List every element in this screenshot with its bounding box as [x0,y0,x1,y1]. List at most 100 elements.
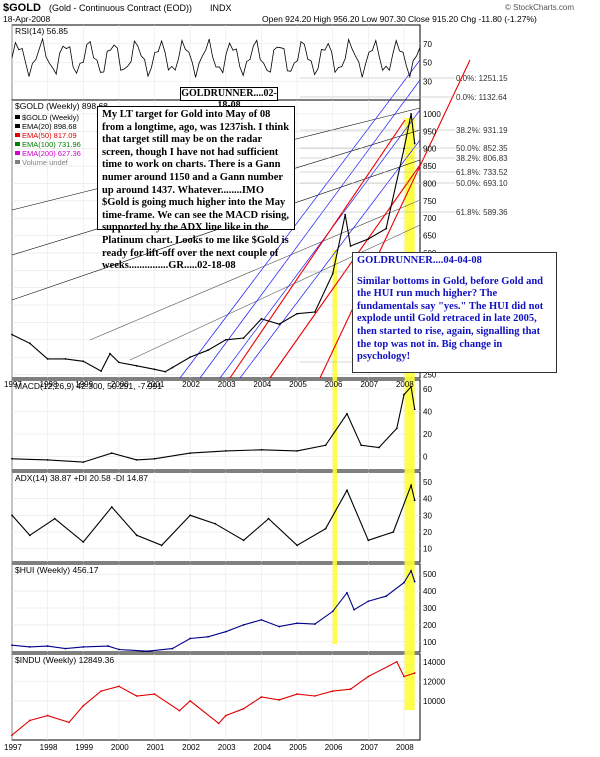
data-point [146,650,149,653]
x-tick-label: 2001 [147,380,165,389]
y-tick-label: 900 [423,145,437,154]
data-point [207,635,209,638]
x-tick-label: 1998 [40,380,58,389]
x-tick-label: 1998 [40,743,58,752]
data-point [392,531,395,533]
data-point [296,449,298,452]
data-point [46,645,49,647]
legend-swatch [15,142,20,146]
data-point [410,569,412,572]
x-tick-label: 2004 [253,743,271,752]
annotation-note-1: My LT target for Gold into May of 08 fro… [97,106,295,271]
x-tick-label: 2007 [360,743,378,752]
data-point [107,645,110,647]
data-point [64,357,67,360]
data-point [189,452,192,455]
data-point [110,452,113,455]
highlight-bar [404,118,415,710]
data-point [153,693,156,695]
x-tick-label: 2000 [111,380,129,389]
fib-label: 61.8%: 733.52 [456,168,508,177]
data-point [296,312,298,315]
data-point [109,352,111,355]
x-tick-label: 2006 [325,380,343,389]
data-point [344,213,347,216]
data-point [410,385,412,388]
fib-label: 38.2%: 806.83 [456,154,508,163]
data-point [403,393,405,396]
data-point [278,323,281,326]
y-tick-label: 0 [423,453,428,462]
y-tick-label: 40 [423,495,432,504]
trend-line [11,159,421,301]
data-point [135,695,138,697]
data-point [189,700,192,702]
data-point [117,685,120,688]
panel-title-rsi: RSI(14) 56.85 [15,26,68,36]
data-point [296,693,298,695]
x-tick-label: 1997 [4,743,22,752]
data-point [28,342,31,345]
data-point [413,672,416,674]
data-point [296,622,298,625]
legend-entry: EMA(50) 817.09 [22,131,77,140]
fib-label: 0.0%: 1132.64 [456,93,508,102]
legend-swatch [15,160,20,164]
data-point [153,457,156,460]
legend-swatch [15,124,20,128]
panel-title-price: $GOLD (Weekly) 898.68 [15,101,108,111]
y-tick-label: 60 [423,385,432,394]
panel-title-indu: $INDU (Weekly) 12849.36 [15,655,114,665]
data-point [313,623,316,625]
data-point [189,637,192,640]
x-tick-label: 2003 [218,743,236,752]
x-tick-label: 2002 [182,743,200,752]
x-tick-label: 1999 [75,743,93,752]
data-point [331,690,334,693]
fib-label: 50.0%: 693.10 [456,179,508,188]
y-tick-label: 800 [423,179,437,188]
data-point [11,333,13,336]
highlight-bars [332,118,415,710]
data-point [11,514,13,517]
data-point [324,527,327,530]
y-tick-label: 950 [423,127,437,136]
data-point [260,448,263,451]
data-point [403,581,405,584]
chart-name: (Gold - Continuous Contract (EOD)) [49,3,192,13]
goldrunner-tag: GOLDRUNNER....02-18-08 [180,87,278,111]
data-point [171,366,174,369]
data-point [395,427,398,430]
data-point [346,591,348,594]
trend-line [89,199,421,341]
y-tick-label: 1000 [423,110,441,119]
data-point [413,580,416,583]
data-point [403,675,405,678]
x-tick-label: 2005 [289,380,307,389]
y-tick-label: 30 [423,511,432,520]
y-tick-label: 650 [423,232,437,241]
trend-line [179,59,421,379]
x-tick-label: 2007 [360,380,378,389]
series-indu-line [11,661,415,736]
data-point [135,534,138,537]
y-tick-label: 10000 [423,697,446,706]
legend-entry: EMA(100) 731.96 [22,140,81,149]
data-point [135,364,138,367]
y-tick-label: 14000 [423,658,446,667]
legend-swatch [15,133,20,137]
data-point [46,714,49,717]
watermark: © StockCharts.com [505,3,574,12]
x-tick-label: 2004 [253,380,271,389]
data-point [367,238,370,240]
series-price-line [11,113,416,373]
series-hui-line [11,569,416,652]
fib-label: 38.2%: 931.19 [456,126,508,135]
data-point [260,696,263,698]
data-point [82,646,85,648]
data-point [349,245,352,247]
data-point [242,337,245,339]
y-tick-label: 50 [423,59,432,68]
legend-swatch [15,115,20,119]
y-tick-label: 300 [423,604,437,613]
